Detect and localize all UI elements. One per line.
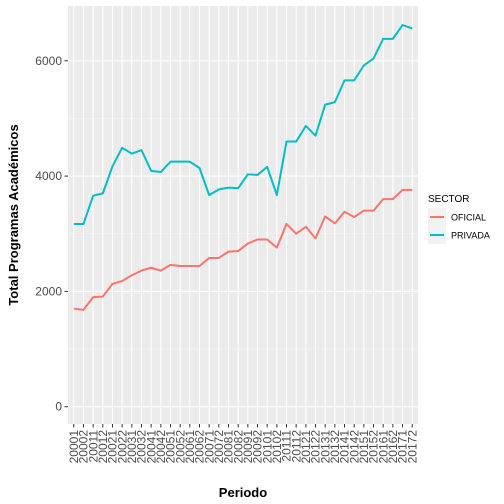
- x-tick-label: 20122: [309, 430, 323, 464]
- x-tick-label: 20152: [367, 430, 381, 464]
- y-tick-label: 0: [55, 400, 62, 414]
- x-tick-label: 20062: [193, 430, 207, 464]
- x-axis-title: Periodo: [219, 485, 267, 500]
- x-tick-label: 20022: [115, 430, 129, 464]
- x-tick-label: 20092: [251, 430, 265, 464]
- minor-gridlines: [68, 118, 418, 350]
- plot-panel: [68, 6, 418, 424]
- x-tick-label: 20002: [77, 430, 91, 464]
- x-tick-label: 20131: [318, 430, 332, 464]
- x-tick-label: 20082: [231, 430, 245, 464]
- series-lines: [73, 24, 413, 311]
- x-tick-label: 20001: [67, 430, 81, 464]
- x-tick-label: 20032: [135, 430, 149, 464]
- x-tick-label: 20072: [212, 430, 226, 464]
- major-gridlines: [68, 6, 418, 424]
- y-axis-title: Total Programas Académicos: [6, 124, 21, 305]
- y-axis-ticks: 0 2000 4000 6000: [35, 54, 68, 414]
- x-tick-label: 20041: [144, 430, 158, 464]
- legend: SECTOR OFICIAL PRIVADA: [428, 194, 490, 244]
- x-tick-label: 20091: [241, 430, 255, 464]
- x-tick-label: 20171: [396, 430, 410, 464]
- x-tick-label: 20052: [173, 430, 187, 464]
- x-tick-label: 20161: [376, 430, 390, 464]
- x-tick-label: 20011: [86, 430, 100, 463]
- y-tick-label: 6000: [35, 54, 62, 68]
- x-tick-label: 20112: [289, 430, 303, 463]
- x-tick-label: 20142: [347, 430, 361, 464]
- y-tick-label: 4000: [35, 169, 62, 183]
- x-tick-label: 20132: [328, 430, 342, 464]
- y-tick-label: 2000: [35, 284, 62, 298]
- series-line-oficial: [73, 188, 413, 311]
- x-tick-label: 20121: [299, 430, 313, 464]
- legend-label-oficial: OFICIAL: [451, 213, 486, 223]
- legend-title: SECTOR: [428, 194, 470, 205]
- x-tick-label: 20081: [222, 430, 236, 464]
- series-line-privada: [73, 24, 413, 225]
- legend-items: OFICIAL PRIVADA: [428, 208, 490, 244]
- x-tick-label: 20051: [164, 430, 178, 464]
- x-tick-label: 20012: [96, 430, 110, 464]
- x-tick-label: 20061: [183, 430, 197, 464]
- legend-label-privada: PRIVADA: [451, 231, 490, 241]
- x-tick-label: 20021: [106, 430, 120, 464]
- x-tick-label: 20071: [202, 430, 216, 464]
- x-tick-label: 20151: [357, 430, 371, 464]
- x-tick-label: 20042: [154, 430, 168, 464]
- x-tick-label: 20111: [280, 430, 294, 462]
- x-tick-label: 20141: [338, 430, 352, 464]
- x-tick-label: 20102: [270, 430, 284, 464]
- x-tick-label: 20162: [386, 430, 400, 464]
- x-tick-label: 20031: [125, 430, 139, 464]
- x-tick-label: 20101: [260, 430, 274, 464]
- x-tick-label: 20172: [405, 430, 419, 464]
- x-axis-ticks: 2000120002200112001220021200222003120032…: [67, 424, 419, 463]
